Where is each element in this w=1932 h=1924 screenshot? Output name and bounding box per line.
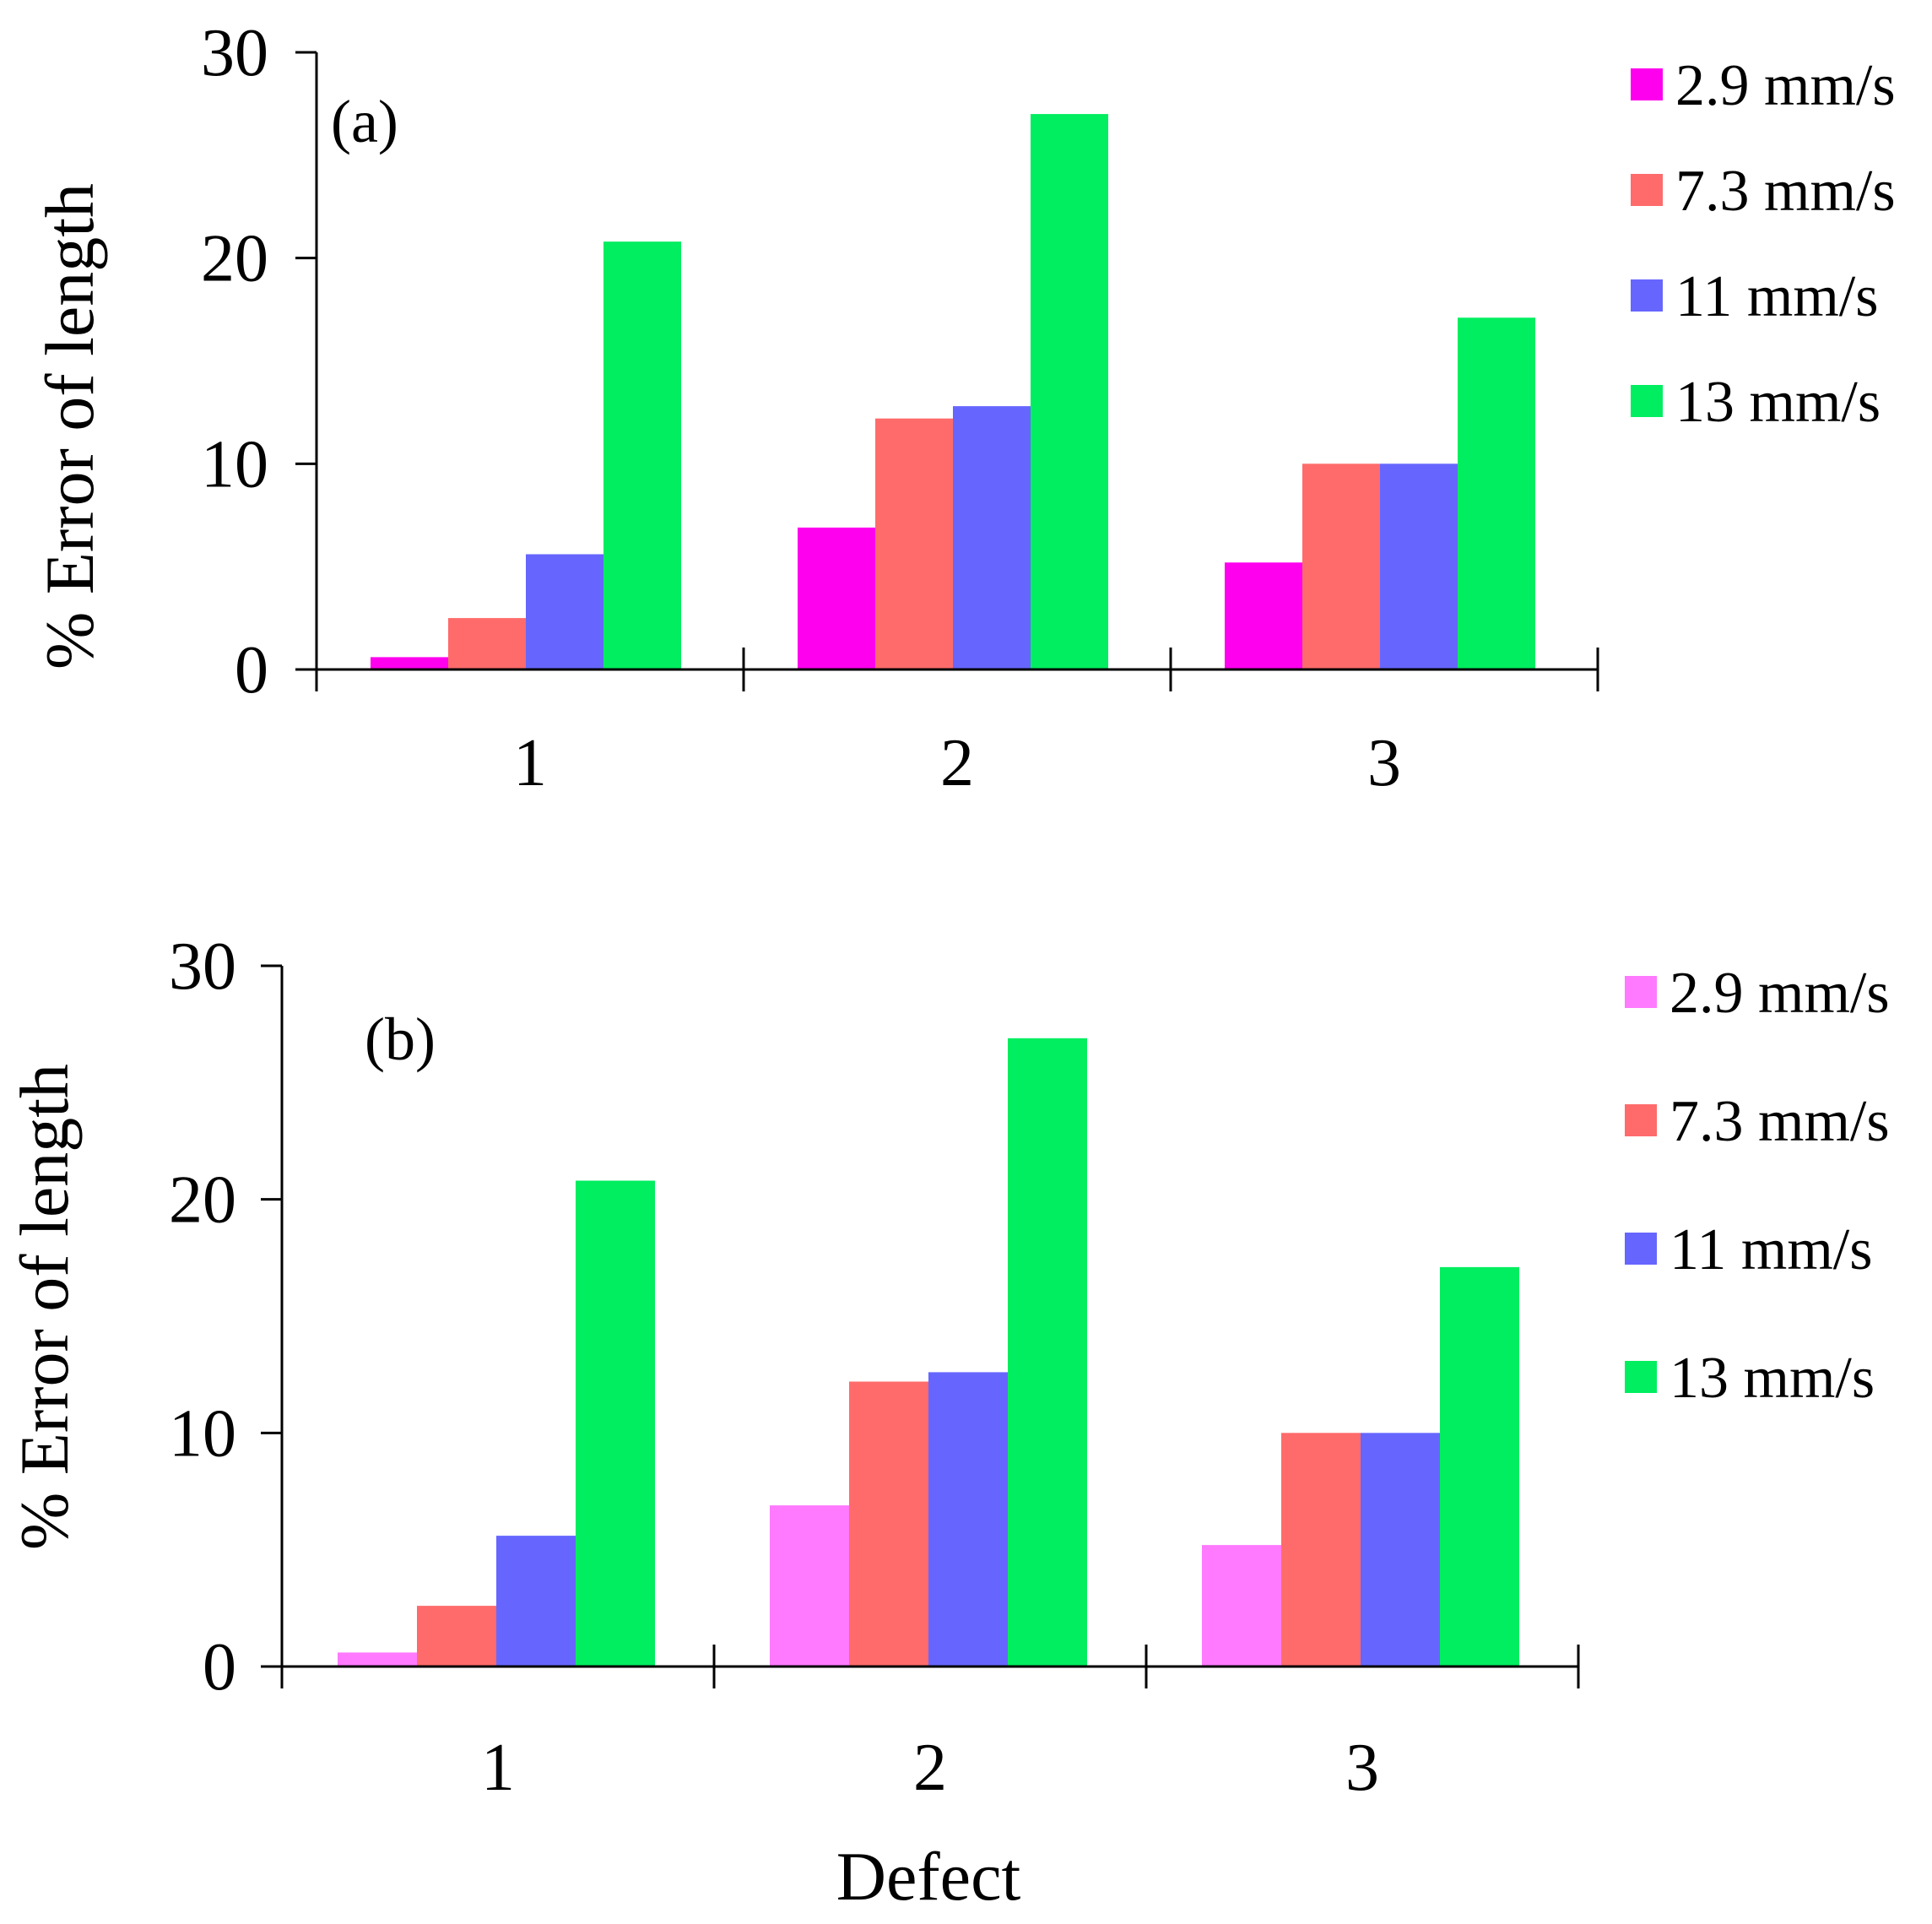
- y-tick-label: 0: [235, 633, 268, 707]
- bar-a-cat2-s1: [875, 418, 953, 669]
- bar-a-cat1-s0: [371, 657, 448, 669]
- bar-b-cat3-s2: [1361, 1433, 1440, 1667]
- y-tick-label: 10: [201, 427, 268, 501]
- y-tick-label: 20: [169, 1163, 236, 1238]
- legend-swatch: [1631, 279, 1663, 312]
- y-ticks-a: 0 10 20 30: [201, 16, 317, 707]
- panel-label-b: (b): [365, 1005, 436, 1073]
- panel-b: % Error of length (b) 0 10 20 30 1 2 3 2.9 mm…: [6, 929, 1890, 1915]
- bar-a-cat1-s3: [603, 241, 681, 669]
- bar-a-cat2-s3: [1031, 114, 1108, 670]
- y-tick-label: 10: [169, 1396, 236, 1471]
- axes-a: [315, 52, 1599, 691]
- legend-label: 7.3 mm/s: [1675, 159, 1896, 224]
- bar-b-cat2-s3: [1008, 1038, 1087, 1667]
- legend-label: 13 mm/s: [1675, 370, 1881, 435]
- bar-b-cat3-s1: [1281, 1433, 1361, 1667]
- bar-b-cat1-s1: [417, 1606, 496, 1667]
- x-categories-b: 1 2 3: [481, 1731, 1379, 1805]
- bar-b-cat3-s3: [1440, 1266, 1519, 1667]
- x-category-label: 3: [1345, 1731, 1379, 1805]
- bar-b-cat2-s2: [928, 1372, 1008, 1667]
- legend-b: 2.9 mm/s 7.3 mm/s 11 mm/s 13 mm/s: [1625, 961, 1890, 1411]
- x-category-label: 2: [940, 726, 974, 800]
- bar-a-cat1-s2: [526, 554, 603, 669]
- x-category-label: 1: [513, 726, 547, 800]
- bar-a-cat1-s1: [448, 618, 526, 669]
- bar-a-cat3-s1: [1302, 463, 1380, 669]
- legend-label: 2.9 mm/s: [1670, 961, 1890, 1026]
- legend-swatch: [1625, 1361, 1657, 1393]
- legend-swatch: [1625, 1233, 1657, 1265]
- y-ticks-b: 0 10 20 30: [169, 929, 282, 1705]
- panel-a: % Error of length (a) 0 10 20 30 1 2 3 2.9 mm…: [31, 16, 1896, 800]
- legend-swatch: [1631, 385, 1663, 417]
- bars-b: [338, 1038, 1519, 1667]
- legend-label: 11 mm/s: [1675, 264, 1879, 329]
- bar-a-cat2-s0: [798, 527, 875, 669]
- legend-swatch: [1625, 1104, 1657, 1136]
- bar-b-cat1-s3: [576, 1180, 655, 1667]
- bars-a: [371, 114, 1535, 670]
- legend-label: 2.9 mm/s: [1675, 53, 1896, 118]
- x-categories-a: 1 2 3: [513, 726, 1401, 800]
- legend-swatch: [1625, 976, 1657, 1008]
- bar-a-cat3-s2: [1380, 463, 1458, 669]
- y-axis-title-b: % Error of length: [6, 1064, 83, 1550]
- bar-b-cat2-s0: [770, 1505, 849, 1667]
- axes-b: [280, 966, 1580, 1688]
- panel-label-a: (a): [331, 88, 398, 155]
- x-category-label: 1: [481, 1731, 515, 1805]
- y-tick-label: 20: [201, 222, 268, 296]
- bar-a-cat3-s0: [1225, 562, 1302, 669]
- bar-b-cat2-s1: [849, 1381, 928, 1667]
- x-axis-title-b: Defect: [836, 1838, 1021, 1915]
- y-axis-title-a: % Error of length: [31, 183, 108, 669]
- bar-a-cat3-s3: [1458, 317, 1535, 669]
- bar-b-cat1-s0: [338, 1652, 417, 1667]
- legend-swatch: [1631, 68, 1663, 100]
- legend-label: 11 mm/s: [1670, 1217, 1873, 1282]
- legend-a: 2.9 mm/s 7.3 mm/s 11 mm/s 13 mm/s: [1631, 53, 1896, 435]
- y-tick-label: 30: [169, 929, 236, 1004]
- bar-b-cat3-s0: [1202, 1545, 1281, 1667]
- legend-swatch: [1631, 174, 1663, 206]
- y-tick-label: 30: [201, 16, 268, 90]
- y-tick-label: 0: [203, 1630, 236, 1705]
- bar-b-cat1-s2: [496, 1536, 576, 1667]
- x-category-label: 3: [1367, 726, 1401, 800]
- bar-a-cat2-s2: [953, 406, 1031, 669]
- legend-label: 13 mm/s: [1670, 1346, 1875, 1411]
- legend-label: 7.3 mm/s: [1670, 1089, 1890, 1154]
- x-category-label: 2: [913, 1731, 947, 1805]
